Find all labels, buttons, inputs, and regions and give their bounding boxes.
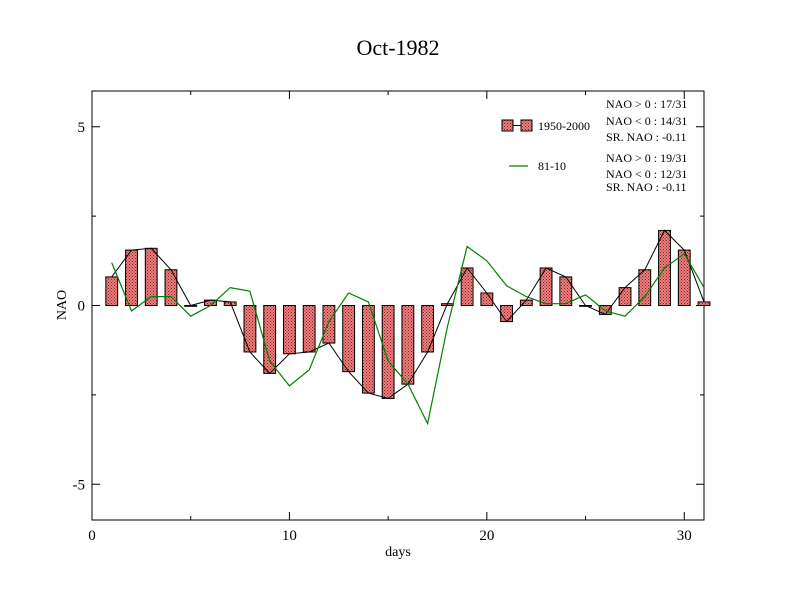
chart-title: Oct-1982 [356, 35, 439, 60]
y-tick-label: -5 [73, 477, 86, 493]
bar [361, 305, 375, 394]
bar [539, 267, 553, 306]
bar [500, 305, 514, 323]
legend-label-1950-2000: 1950-2000 [538, 119, 590, 133]
bar [618, 287, 632, 306]
bar [401, 305, 415, 385]
axes: 0 10 20 30 -5 0 5 [73, 91, 704, 544]
stats-1-line-3: SR. NAO : -0.11 [606, 130, 687, 144]
stats-2-line-1: NAO > 0 : 19/31 [606, 151, 687, 165]
x-tick-label: 20 [479, 528, 494, 544]
stats-2-line-3: SR. NAO : -0.11 [606, 180, 687, 194]
bar [263, 305, 277, 374]
legend: 1950-2000 81-10 NAO > 0 : 17/31 NAO < 0 … [501, 97, 687, 194]
legend-label-81-10: 81-10 [538, 159, 566, 173]
x-tick-label: 10 [282, 528, 297, 544]
bar [243, 305, 257, 353]
y-axis-label: NAO [55, 290, 70, 320]
bar [282, 305, 296, 355]
stats-1-line-1: NAO > 0 : 17/31 [606, 97, 687, 111]
line-series [111, 229, 705, 426]
legend-bar-swatch-left [501, 119, 514, 132]
y-tick-label: 5 [78, 120, 86, 136]
legend-bar-swatch-right [520, 119, 533, 132]
bar [381, 305, 395, 399]
x-tick-label: 0 [88, 528, 96, 544]
bar [421, 305, 435, 353]
stats-2-line-2: NAO < 0 : 12/31 [606, 167, 687, 181]
bar [125, 249, 138, 306]
bar [322, 305, 336, 344]
series-line-81-10 [111, 245, 705, 426]
bar [302, 305, 316, 353]
stats-1-line-2: NAO < 0 : 14/31 [606, 114, 687, 128]
x-axis-label: days [385, 545, 411, 560]
bar [105, 276, 119, 306]
bar [677, 249, 691, 306]
bar [697, 301, 711, 306]
x-tick-label: 30 [677, 528, 692, 544]
bar [342, 305, 356, 373]
y-tick-label: 0 [78, 299, 86, 315]
